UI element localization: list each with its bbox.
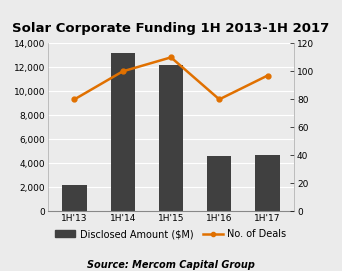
Bar	[255, 155, 280, 211]
Legend: Disclosed Amount ($M), No. of Deals: Disclosed Amount ($M), No. of Deals	[52, 225, 290, 243]
Bar	[159, 65, 183, 211]
Bar	[207, 156, 231, 211]
Bar	[62, 185, 87, 211]
Text: Source: Mercom Capital Group: Source: Mercom Capital Group	[87, 260, 255, 270]
Bar	[111, 53, 135, 211]
Text: Solar Corporate Funding 1H 2013-1H 2017: Solar Corporate Funding 1H 2013-1H 2017	[12, 22, 330, 35]
